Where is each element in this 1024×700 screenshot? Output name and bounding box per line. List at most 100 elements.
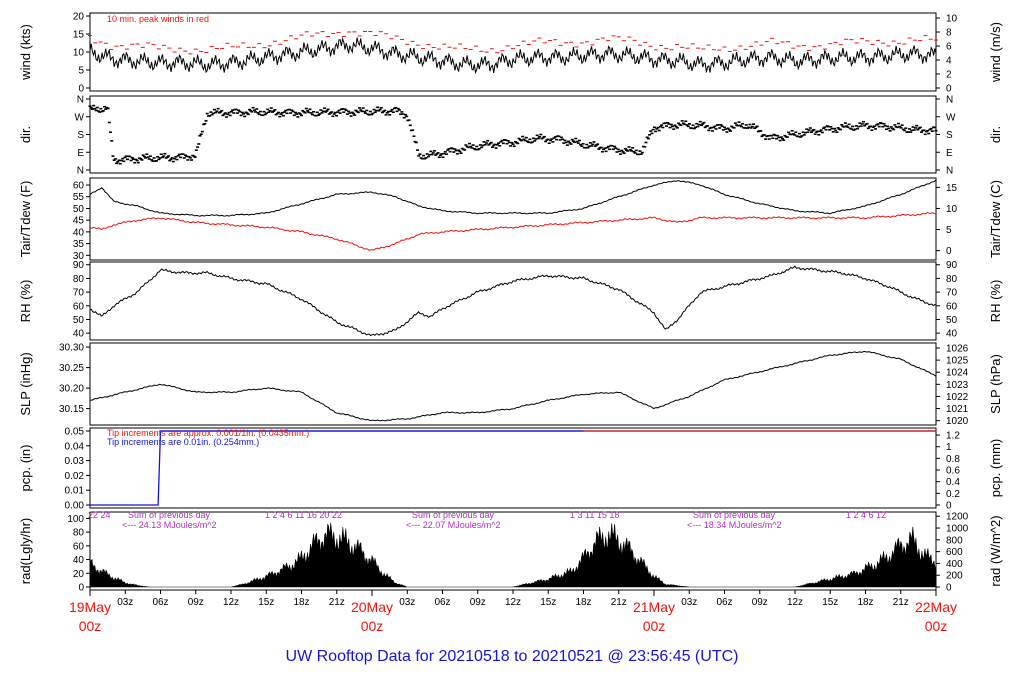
- pressure-ytick-label: 30.20: [59, 384, 84, 395]
- temperature-rtick-label: 0: [946, 246, 952, 257]
- temperature-ylabel-right: Tair/Tdew (C): [988, 180, 1003, 258]
- x-hour-label: 03z: [399, 597, 415, 608]
- direction-rtick-label: N: [946, 166, 953, 177]
- wind-ytick-label: 0: [78, 84, 84, 95]
- temperature-ytick-label: 30: [73, 251, 85, 262]
- wind-peak-series: [88, 31, 938, 55]
- precipitation-rtick-label: 0.6: [946, 466, 960, 477]
- pressure-ytick-label: 30.15: [59, 404, 84, 415]
- temperature-rtick-label: 5: [946, 225, 952, 236]
- radiation-rtick-label: 800: [946, 535, 963, 546]
- humidity-rtick-label: 70: [946, 288, 958, 299]
- radiation-sum-value: <--- 18.34 MJoules/m^2: [687, 520, 782, 530]
- precipitation-ytick-label: 0.02: [65, 471, 85, 482]
- precipitation-ytick-label: 0.04: [65, 441, 85, 452]
- radiation-rtick-label: 600: [946, 547, 963, 558]
- x-hour-label: 18z: [293, 597, 309, 608]
- precipitation-ylabel-right: pcp. (mm): [988, 439, 1003, 498]
- humidity-ytick-label: 90: [73, 260, 85, 271]
- wind-panel-frame: [89, 12, 937, 92]
- dewpoint-line: [89, 211, 937, 251]
- temperature-ytick-label: 40: [73, 227, 85, 238]
- radiation-sum-label: Sum of previous day: [128, 510, 211, 520]
- pressure-rtick-label: 1022: [946, 392, 969, 403]
- direction-rtick-label: S: [946, 130, 953, 141]
- x-hour-label: 21z: [329, 597, 345, 608]
- humidity-rtick-label: 40: [946, 329, 958, 340]
- x-hour-label: 21z: [611, 597, 627, 608]
- humidity-ytick-label: 80: [73, 274, 85, 285]
- x-day-label: 19May: [69, 599, 111, 615]
- direction-rtick-label: W: [946, 112, 956, 123]
- humidity-panel-frame: [89, 261, 937, 341]
- wind-rtick-label: 0: [946, 84, 952, 95]
- humidity-ylabel-left: RH (%): [18, 280, 33, 323]
- pressure-rtick-label: 1023: [946, 380, 969, 391]
- wind-peak-note: 10 min. peak winds in red: [107, 14, 209, 24]
- temperature-ytick-label: 55: [73, 192, 85, 203]
- wind-ytick-label: 20: [73, 12, 85, 23]
- radiation-sum-label: Sum of previous day: [412, 510, 495, 520]
- radiation-rtick-label: 1000: [946, 524, 969, 535]
- precipitation-ytick-label: 0.01: [65, 486, 85, 497]
- direction-ytick-label: N: [77, 166, 84, 177]
- x-hour-label: 15z: [258, 597, 274, 608]
- precipitation-ylabel-left: pcp. (in): [18, 445, 33, 492]
- pressure-ytick-label: 30.30: [59, 343, 84, 354]
- wind-rtick-label: 8: [946, 28, 952, 39]
- wind-ytick-label: 10: [73, 48, 85, 59]
- pressure-rtick-label: 1020: [946, 416, 969, 427]
- radiation-area: [89, 522, 937, 588]
- x-hour-label: 03z: [117, 597, 133, 608]
- pressure-panel-frame: [89, 342, 937, 426]
- pressure-rtick-label: 1021: [946, 404, 969, 415]
- precipitation-panel-frame: [89, 427, 937, 509]
- x-hour-label: 09z: [752, 597, 768, 608]
- humidity-line: [89, 265, 937, 337]
- wind-rtick-label: 6: [946, 42, 952, 53]
- direction-series: [88, 104, 938, 165]
- humidity-ylabel-right: RH (%): [988, 280, 1003, 323]
- pressure-rtick-label: 1026: [946, 344, 969, 355]
- x-hour-label: 06z: [716, 597, 732, 608]
- x-hour-label: 12z: [223, 597, 239, 608]
- humidity-ytick-label: 40: [73, 329, 85, 340]
- wind-speed-line: [89, 36, 937, 75]
- direction-ytick-label: N: [77, 95, 84, 106]
- temperature-ytick-label: 50: [73, 204, 85, 215]
- direction-ylabel-right: dir.: [988, 126, 1003, 143]
- air-temperature-line: [89, 179, 937, 217]
- radiation-panel-frame: [89, 511, 937, 591]
- x-hour-label: 15z: [540, 597, 556, 608]
- wind-ytick-label: 5: [78, 66, 84, 77]
- wind-rtick-label: 4: [946, 56, 952, 67]
- direction-ytick-label: W: [75, 112, 85, 123]
- radiation-ylabel-right: rad (W/m^2): [988, 515, 1003, 586]
- x-hour-label: 18z: [857, 597, 873, 608]
- radiation-ytick-label: 80: [73, 528, 85, 539]
- x-hour-label: 09z: [470, 597, 486, 608]
- chart-title-wrap: UW Rooftop Data for 20210518 to 20210521…: [0, 648, 1024, 666]
- pressure-rtick-label: 1025: [946, 356, 969, 367]
- radiation-hour-marks: 1 3 11 15 18: [570, 510, 619, 520]
- x-day-zulu: 00z: [925, 618, 948, 634]
- temperature-rtick-label: 15: [946, 183, 958, 194]
- radiation-rtick-label: 1200: [946, 512, 969, 523]
- x-hour-label: 12z: [787, 597, 803, 608]
- radiation-sum-value: <--- 24.13 MJoules/m^2: [122, 520, 217, 530]
- x-day-zulu: 00z: [361, 618, 384, 634]
- pressure-line: [89, 350, 937, 422]
- wind-rtick-label: 2: [946, 70, 952, 81]
- radiation-hour-marks: 1 2 4 6 11 16 20 22: [265, 510, 342, 520]
- direction-rtick-label: E: [946, 148, 953, 159]
- humidity-ytick-label: 60: [73, 301, 85, 312]
- temperature-rtick-label: 10: [946, 204, 958, 215]
- direction-panel-frame: [89, 95, 937, 174]
- pressure-ylabel-left: SLP (inHg): [18, 352, 33, 415]
- precipitation-ytick-label: 0.03: [65, 456, 85, 467]
- precipitation-ytick-label: 0.05: [65, 427, 85, 438]
- radiation-rtick-label: 200: [946, 571, 963, 582]
- humidity-rtick-label: 50: [946, 315, 958, 326]
- radiation-rtick-label: 400: [946, 559, 963, 570]
